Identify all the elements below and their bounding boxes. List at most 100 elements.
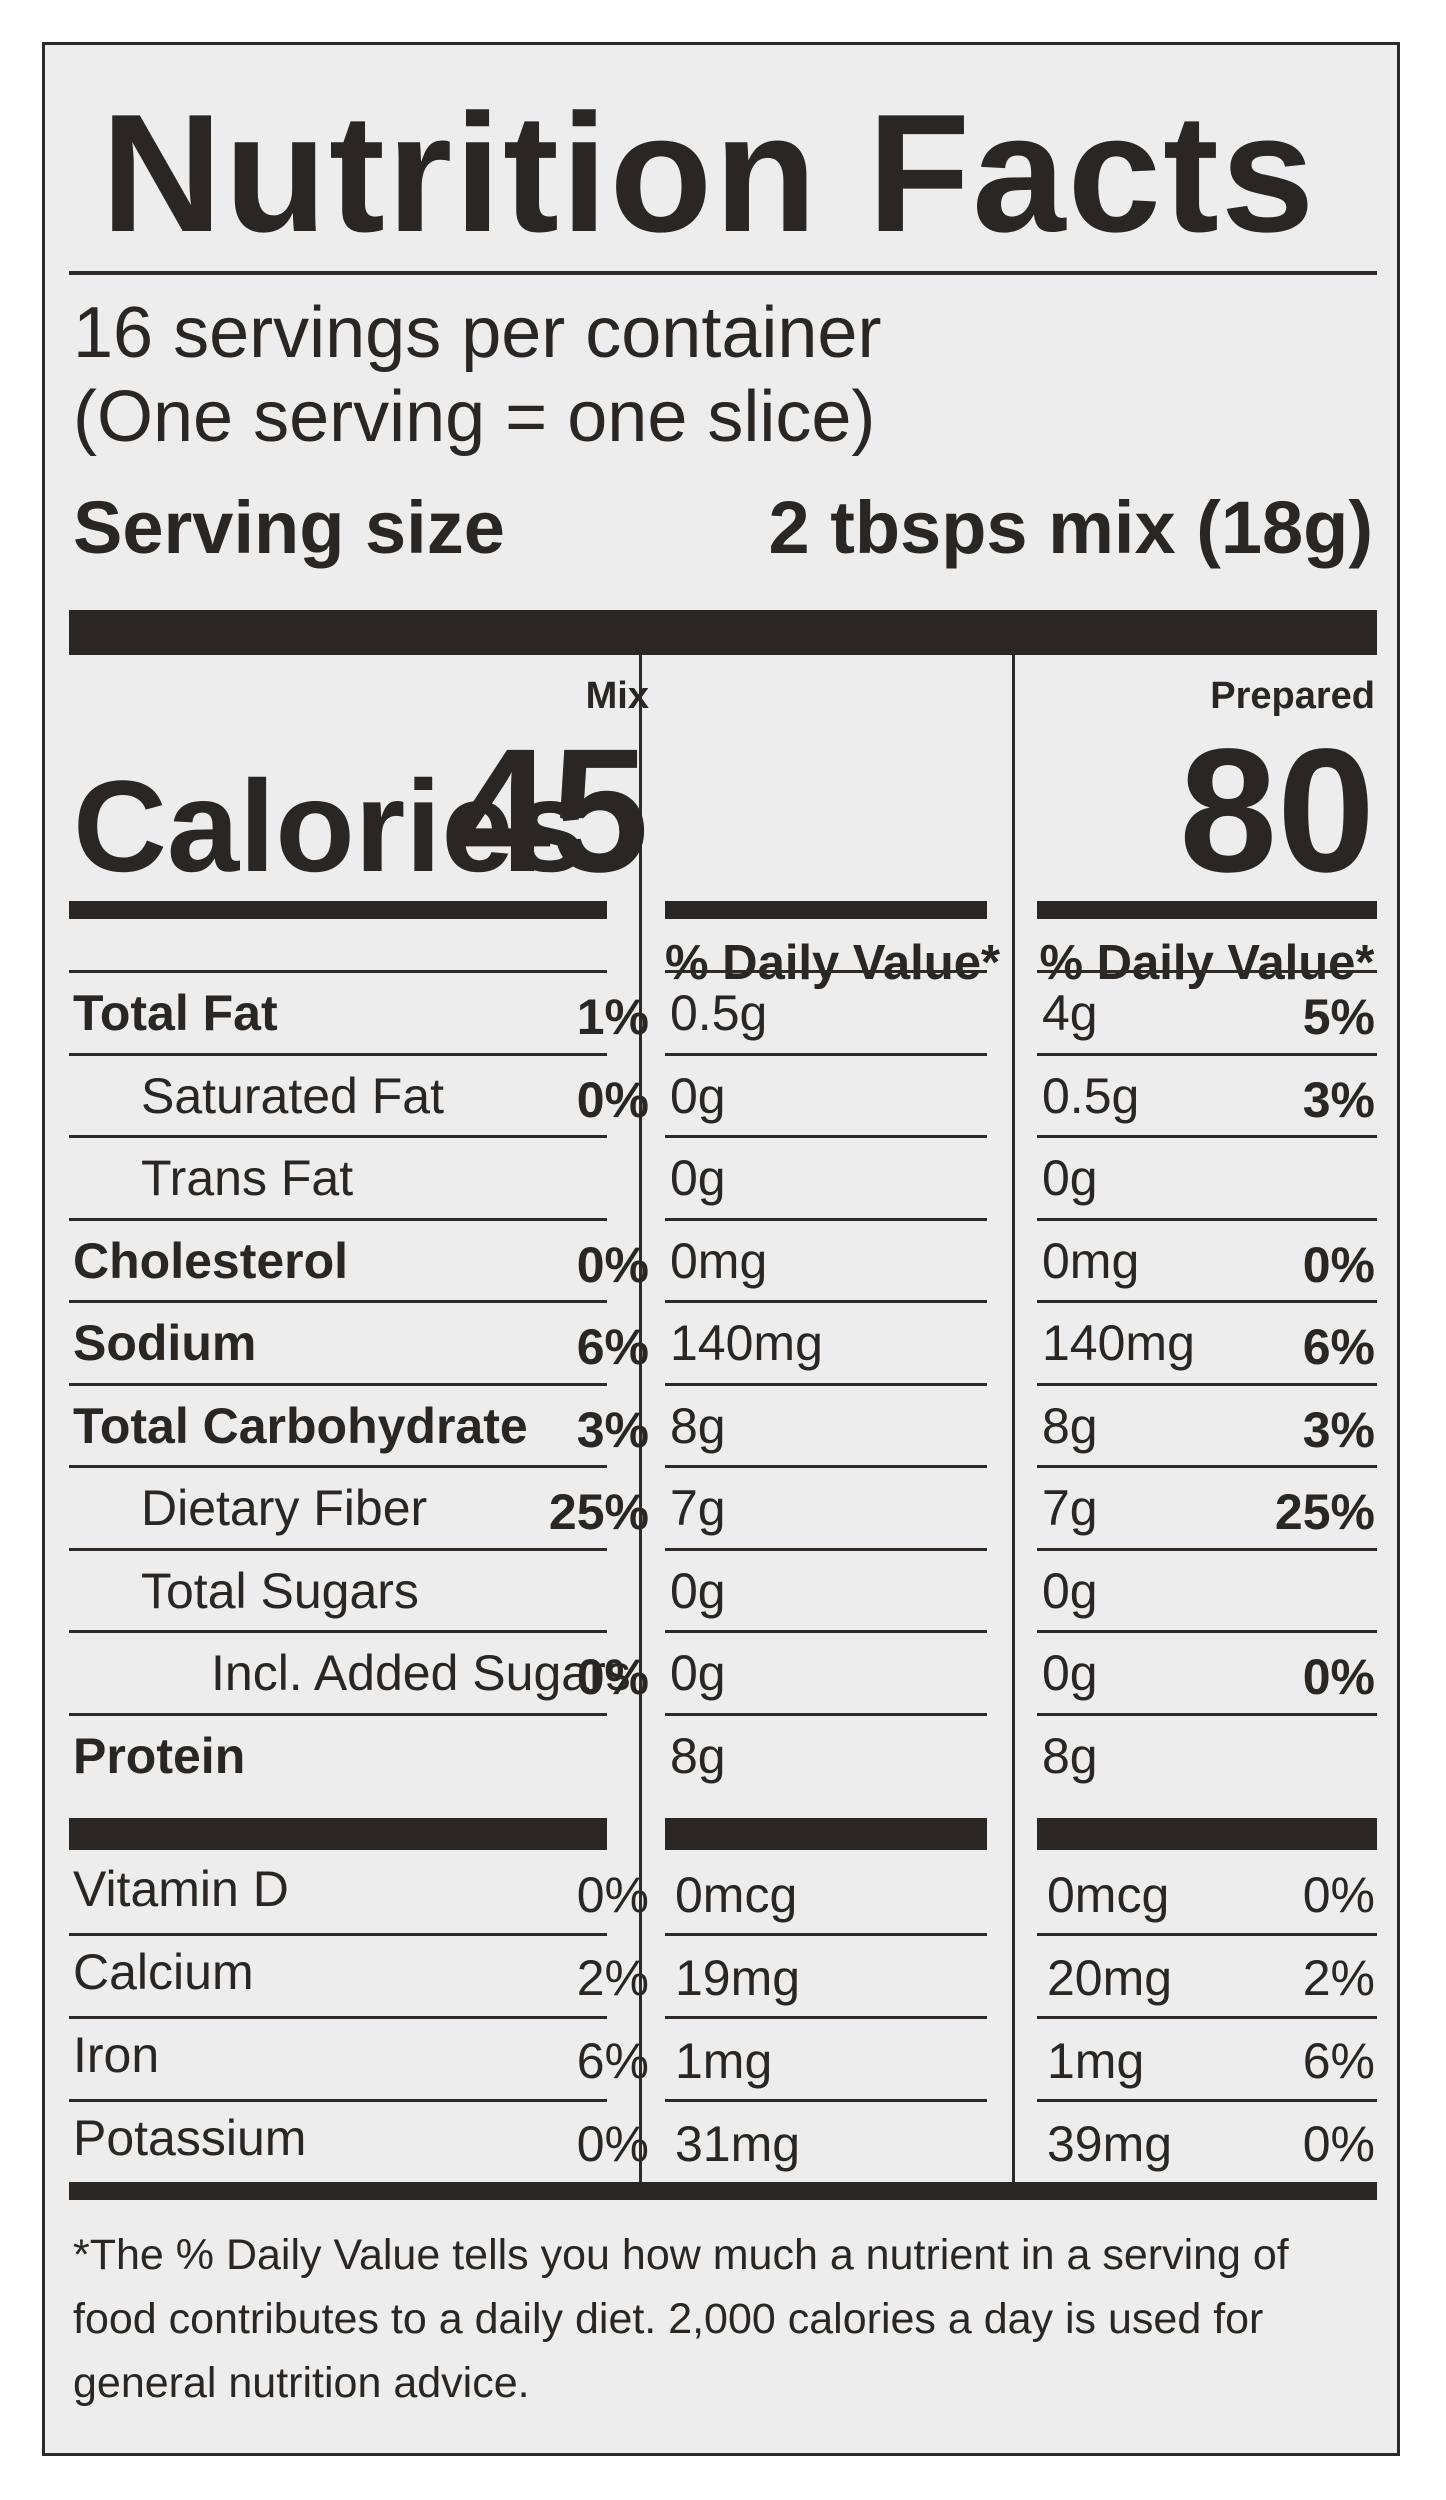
nutrition-facts-panel: Nutrition Facts 16 servings per containe… [42,42,1400,2456]
vitamin-mix-amount: 1mg [675,2033,773,2089]
row-divider-label [69,970,607,973]
vitamin-prepared-amount: 20mg [1047,1950,1173,2006]
nutrient-mix-amount: 0mg [670,1232,768,1289]
row-divider-prepared [1037,970,1377,973]
nutrient-prepared-amount: 140mg [1042,1315,1195,1371]
vitamin-bar-label [69,1818,607,1850]
nutrient-mix-dv: 1% [576,989,649,1045]
bottom-divider [69,2182,1377,2200]
vitamin-mix-dv: 6% [576,2033,649,2089]
calories-mix: 45 [453,713,649,909]
calories-prepared: 80 [1179,713,1375,909]
nutrient-mix-dv: 0% [576,1649,649,1705]
row-divider-prepared [1037,1547,1377,1551]
nutrient-prepared-amount: 0g [1042,1150,1098,1206]
vitamin-divider-label [69,1933,607,1936]
vitamin-divider-prepared [1037,1933,1377,1936]
nutrient-prepared-amount: 4g [1042,985,1098,1041]
serving-size-label: Serving size [73,486,505,569]
nutrient-prepared-amount: 0g [1042,1562,1098,1619]
row-divider-label [69,1300,607,1303]
nutrient-mix-amount: 0g [670,1645,726,1701]
servings-per-container: 16 servings per container [73,293,882,373]
vitamin-mix-dv: 2% [576,1950,649,2006]
vitamin-prepared-dv: 2% [1302,1950,1375,2006]
vitamin-bar-mix [665,1818,987,1850]
nutrient-prepared-dv: 0% [1302,1649,1375,1705]
row-divider-prepared [1037,1465,1377,1468]
nutrient-prepared-amount: 8g [1042,1397,1098,1454]
nutrient-prepared-dv: 25% [1274,1484,1375,1540]
nutrient-mix-amount: 0g [670,1562,726,1619]
row-divider-mix [665,1382,987,1386]
nutrient-prepared-amount: 7g [1042,1480,1098,1536]
row-divider-label [69,1135,607,1138]
vitamin-name: Potassium [73,2110,307,2166]
vitamin-mix-dv: 0% [576,2116,649,2172]
nutrient-mix-dv: 3% [576,1401,649,1458]
footnote: *The % Daily Value tells you how much a … [73,2231,1289,2407]
calories-label: Calories [73,753,587,899]
title-divider [69,271,1377,275]
row-divider-mix [665,1465,987,1468]
vitamin-divider-mix [665,2099,987,2102]
row-divider-label [69,1382,607,1386]
nutrient-name: Sodium [73,1315,257,1371]
nutrient-name: Saturated Fat [141,1067,444,1124]
vitamin-bar-prepared [1037,1818,1377,1850]
vitamin-divider-label [69,2099,607,2102]
column-divider-mix [639,655,642,2182]
vitamin-mix-amount: 31mg [675,2116,801,2172]
row-divider-prepared [1037,1052,1377,1056]
nutrient-mix-dv: 0% [576,1236,649,1293]
nutrient-name: Protein [73,1727,246,1784]
nutrient-name: Total Carbohydrate [73,1397,528,1454]
nutrient-mix-dv: 0% [576,1071,649,1128]
column-header-mix: Mix [585,675,649,717]
nutrient-name: Dietary Fiber [141,1480,428,1536]
row-divider-prepared [1037,1135,1377,1138]
nutrient-name: Total Sugars [141,1562,419,1619]
label-title: Nutrition Facts [101,79,1317,267]
serving-size-value: 2 tbsps mix (18g) [768,486,1373,569]
row-divider-mix [665,1630,987,1633]
servings-block: 16 servings per container (One serving =… [73,291,881,459]
nutrient-prepared-amount: 0mg [1042,1232,1140,1289]
nutrient-mix-amount: 0g [670,1067,726,1124]
nutrient-name: Total Fat [73,985,278,1041]
column-divider-prepared [1012,655,1015,2182]
calories-bar-mix [665,901,987,919]
vitamin-divider-mix [665,2016,987,2019]
row-divider-mix [665,1135,987,1138]
row-divider-mix [665,1712,987,1716]
daily-value-header-prepared: % Daily Value* [1039,936,1375,990]
row-divider-mix [665,1300,987,1303]
vitamin-name: Vitamin D [73,1861,289,1917]
row-divider-label [69,1712,607,1716]
vitamin-divider-prepared [1037,2099,1377,2102]
serving-note: (One serving = one slice) [73,377,876,457]
vitamin-divider-label [69,2016,607,2019]
row-divider-mix [665,970,987,973]
row-divider-label [69,1052,607,1056]
row-divider-mix [665,1547,987,1551]
vitamin-name: Calcium [73,1944,254,2000]
nutrient-prepared-dv: 0% [1302,1236,1375,1293]
vitamin-prepared-dv: 6% [1302,2033,1375,2089]
nutrient-mix-dv: 25% [548,1484,649,1540]
nutrient-prepared-dv: 3% [1302,1401,1375,1458]
row-divider-prepared [1037,1630,1377,1633]
vitamin-divider-mix [665,1933,987,1936]
nutrient-mix-amount: 140mg [670,1315,823,1371]
nutrient-mix-dv: 6% [576,1319,649,1375]
row-divider-prepared [1037,1217,1377,1221]
nutrient-prepared-dv: 5% [1302,989,1375,1045]
vitamin-divider-prepared [1037,2016,1377,2019]
nutrient-prepared-dv: 3% [1302,1071,1375,1128]
nutrient-prepared-amount: 8g [1042,1727,1098,1784]
vitamin-mix-amount: 19mg [675,1950,801,2006]
nutrient-prepared-dv: 6% [1302,1319,1375,1375]
row-divider-label [69,1465,607,1468]
nutrient-name: Trans Fat [141,1150,354,1206]
nutrient-prepared-amount: 0.5g [1042,1067,1140,1124]
